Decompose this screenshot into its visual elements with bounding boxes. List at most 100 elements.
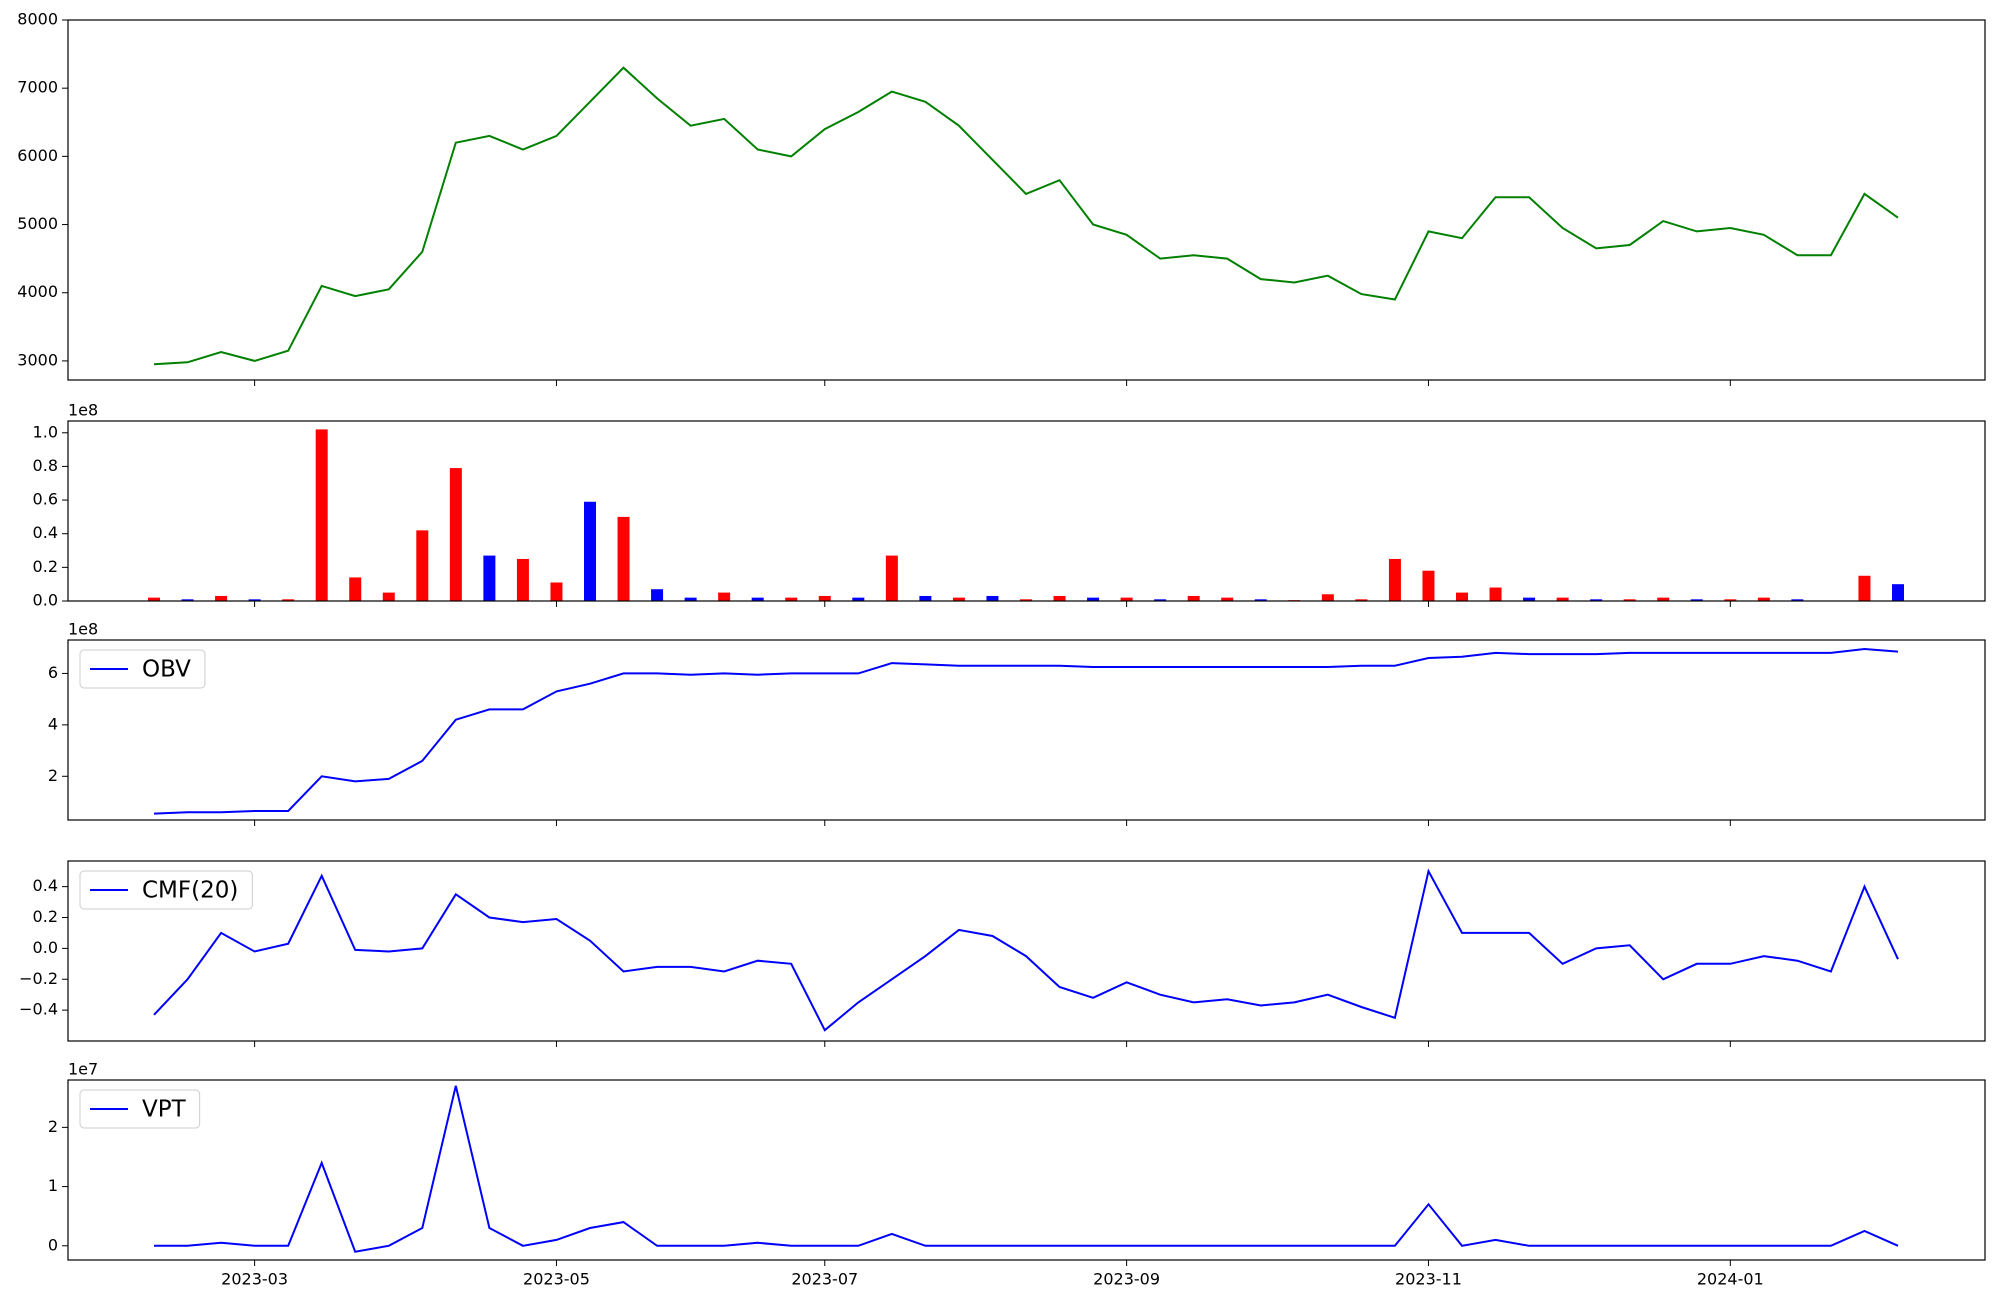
bar: [1154, 599, 1167, 601]
bar: [1321, 594, 1334, 601]
plot-frame: [67, 860, 1986, 1042]
bar: [1087, 597, 1100, 601]
bar: [215, 595, 228, 601]
axis-offset-label: 1e8: [68, 401, 98, 420]
bar: [516, 558, 529, 601]
y-tick-label: 3000: [17, 350, 58, 369]
line: [153, 66, 1899, 366]
y-tick-label: 2: [48, 1117, 58, 1136]
y-tick-label: 0.6: [33, 490, 58, 509]
y-tick-label: 1.0: [33, 422, 58, 441]
bar: [1892, 584, 1904, 601]
line: [153, 647, 1899, 815]
legend-label: OBV: [142, 657, 191, 683]
x-tick-label: 2023-03: [221, 1270, 288, 1289]
y-tick-label: 0.8: [33, 456, 58, 475]
bar: [818, 595, 831, 601]
bar: [785, 597, 798, 601]
bar: [315, 429, 328, 601]
bar: [751, 597, 764, 601]
legend: CMF(20): [79, 870, 253, 910]
x-tick-label: 2023-11: [1395, 1270, 1462, 1289]
y-tick-label: 0.4: [33, 523, 58, 542]
bar: [1388, 558, 1401, 601]
y-tick-label: 0.4: [33, 876, 58, 895]
y-tick-label: 4000: [17, 282, 58, 301]
bar: [584, 501, 596, 601]
bar: [1690, 599, 1703, 601]
bar: [1623, 599, 1636, 601]
bar: [684, 597, 697, 601]
bar: [1791, 599, 1804, 601]
y-tick-label: 6: [48, 663, 58, 682]
legend: OBV: [79, 649, 206, 689]
axis-offset-label: 1e7: [68, 1060, 98, 1079]
bar: [1355, 599, 1368, 601]
y-tick-label: 2: [48, 766, 58, 785]
bar: [148, 597, 160, 601]
bar: [550, 582, 563, 601]
bar: [919, 595, 932, 601]
bar: [1187, 595, 1200, 601]
plot-frame: [67, 1079, 1986, 1261]
bar: [248, 599, 261, 601]
plot-frame: [67, 19, 1986, 381]
bar: [885, 555, 898, 601]
bar: [986, 595, 999, 601]
bar: [1858, 575, 1871, 601]
y-tick-label: 0.0: [33, 591, 58, 610]
bar: [483, 555, 496, 601]
y-tick-label: 4: [48, 714, 58, 733]
bar: [449, 468, 462, 601]
y-tick-label: 0.2: [33, 907, 58, 926]
bar: [1020, 599, 1032, 601]
x-tick-label: 2024-01: [1697, 1270, 1764, 1289]
legend: VPT: [79, 1089, 201, 1129]
bar: [349, 577, 362, 601]
plot-frame: [67, 420, 1986, 602]
plot-frame: [67, 639, 1986, 821]
y-tick-label: 0.2: [33, 557, 58, 576]
line: [154, 1085, 1899, 1253]
y-tick-label: 8000: [17, 10, 58, 29]
bar: [1489, 587, 1502, 601]
bar: [416, 530, 429, 601]
y-tick-label: 6000: [17, 146, 58, 165]
bar: [1456, 592, 1468, 601]
line: [153, 868, 1899, 1032]
bar: [952, 597, 965, 601]
bar: [617, 516, 630, 601]
legend-box: [79, 1089, 201, 1129]
bar: [1120, 597, 1133, 601]
y-tick-label: 7000: [17, 78, 58, 97]
legend-label: VPT: [142, 1097, 187, 1123]
y-tick-label: 0: [48, 1235, 58, 1254]
bar: [1053, 595, 1066, 601]
bar: [1724, 599, 1737, 601]
x-tick-label: 2023-07: [791, 1270, 858, 1289]
legend-box: [79, 870, 253, 910]
bar: [282, 599, 295, 601]
bar: [651, 589, 664, 601]
bar: [1221, 597, 1234, 601]
bar: [852, 597, 865, 601]
x-tick-label: 2023-09: [1093, 1270, 1160, 1289]
bar: [382, 592, 395, 601]
bar: [1422, 570, 1435, 601]
bar: [1556, 597, 1569, 601]
bar: [181, 599, 194, 601]
y-tick-label: 5000: [17, 214, 58, 233]
y-tick-label: −0.2: [19, 969, 58, 988]
legend-label: CMF(20): [142, 878, 238, 904]
y-tick-label: 1: [48, 1176, 58, 1195]
bar: [1254, 599, 1267, 601]
y-tick-label: 0.0: [33, 938, 58, 957]
bar: [1657, 597, 1670, 601]
legend-box: [79, 649, 206, 689]
x-tick-label: 2023-05: [523, 1270, 590, 1289]
bar: [718, 592, 731, 601]
bar: [1523, 597, 1536, 601]
axis-offset-label: 1e8: [68, 620, 98, 639]
bar: [1590, 599, 1603, 601]
